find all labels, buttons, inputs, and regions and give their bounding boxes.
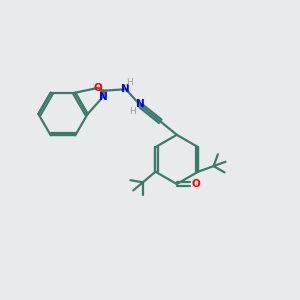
- Text: N: N: [136, 99, 145, 109]
- Text: N: N: [99, 92, 108, 102]
- Text: H: H: [129, 107, 136, 116]
- Text: O: O: [191, 179, 200, 189]
- Text: N: N: [122, 84, 130, 94]
- Text: H: H: [126, 78, 133, 87]
- Text: O: O: [94, 83, 103, 93]
